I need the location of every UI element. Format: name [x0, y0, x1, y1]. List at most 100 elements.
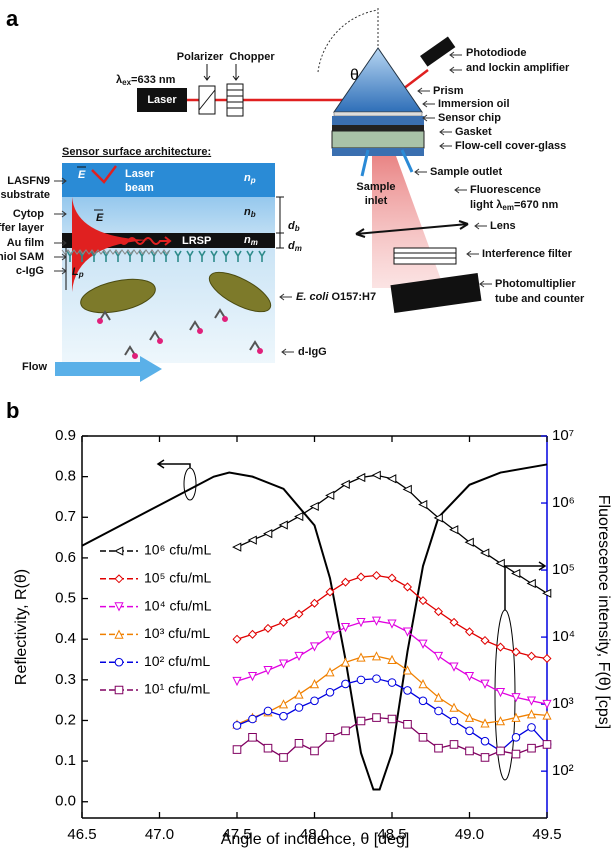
data-point [528, 724, 536, 732]
text-sub: p [78, 270, 84, 279]
data-point [512, 750, 520, 758]
text-sub: p [250, 176, 256, 185]
data-point [528, 744, 536, 752]
text-sub: m [295, 244, 302, 253]
y2-tick-label: 10⁶ [552, 494, 575, 511]
data-point [326, 689, 334, 697]
data-point [419, 733, 427, 741]
legend-label: 10⁴ cfu/mL [144, 597, 212, 613]
flow-label: Flow [22, 361, 47, 373]
y2-tick-label: 10⁷ [552, 427, 574, 444]
data-point [264, 707, 272, 715]
au-label: Au film [7, 237, 44, 249]
interference-filter [394, 248, 456, 264]
photodiode-label: and lockin amplifier [466, 62, 570, 74]
data-point [404, 720, 412, 728]
data-point [280, 754, 288, 762]
capture-label: c-IgG [16, 265, 44, 277]
data-point [311, 697, 319, 705]
data-point [342, 680, 350, 688]
data-point [264, 744, 272, 752]
panel-label: a [6, 6, 19, 31]
substrate-label: LASFN9 [7, 175, 50, 187]
immersion-oil [334, 112, 422, 116]
buffer-label: buffer layer [0, 222, 45, 234]
text-part: =670 nm [514, 199, 559, 211]
e-field-label: E [96, 212, 104, 224]
text-part: E. coli [296, 291, 329, 303]
data-point [249, 715, 257, 723]
beam-label: Laser [125, 168, 155, 180]
data-point [388, 679, 396, 687]
data-point [419, 697, 427, 705]
text-sub: b [295, 224, 300, 233]
inlet-label: inlet [365, 195, 388, 207]
x-tick-label: 48.0 [300, 826, 329, 843]
x-tick-label: 49.5 [532, 826, 561, 843]
y-tick-label: 0.4 [55, 630, 76, 647]
architecture-title: Sensor surface architecture: [62, 146, 211, 158]
data-point [342, 727, 350, 735]
chopper-label: Chopper [229, 51, 275, 63]
text-sub: m [251, 238, 258, 247]
substrate-label: substrate [0, 189, 50, 201]
legend-marker [115, 686, 123, 694]
data-point [373, 714, 381, 722]
y-tick-label: 0.5 [55, 590, 76, 607]
y2-tick-label: 10⁵ [552, 561, 575, 578]
text-part: light λ [470, 199, 502, 211]
legend-label: 10³ cfu/mL [144, 625, 210, 641]
legend-label: 10² cfu/mL [144, 653, 210, 669]
theta-label: θ [350, 67, 359, 84]
y2-tick-label: 10² [552, 762, 574, 779]
x-tick-label: 48.5 [377, 826, 406, 843]
legend-label: 10⁵ cfu/mL [144, 570, 211, 586]
data-point [497, 747, 505, 755]
data-point [543, 741, 551, 749]
inlet-label: Sample [356, 181, 395, 193]
legend-marker [115, 658, 123, 666]
beam-label: beam [125, 182, 154, 194]
data-point [233, 746, 241, 754]
data-point [295, 740, 303, 748]
lrsp-label: LRSP [182, 235, 211, 247]
fluorescence-label: Fluorescence [470, 184, 541, 196]
y2-axis-label: Fluorescence intensity, F(θ) [cps] [595, 495, 612, 729]
y-axis-label: Reflectivity, R(θ) [13, 569, 30, 685]
photodiode-label: Photodiode [466, 47, 527, 59]
data-point [357, 717, 365, 725]
y-tick-label: 0.7 [55, 508, 76, 525]
data-point [357, 676, 365, 684]
y-tick-label: 0.8 [55, 468, 76, 485]
data-point [295, 704, 303, 712]
lens-label: Lens [490, 220, 516, 232]
sensor-chip [332, 116, 424, 125]
pmt-label: tube and counter [495, 293, 585, 305]
buffer-label: Cytop [13, 208, 44, 220]
page: {"panel_a": {"label": "a", "polarizer": … [0, 0, 616, 853]
data-point [481, 737, 489, 745]
data-point [249, 733, 257, 741]
data-point [388, 715, 396, 723]
y-tick-label: 0.2 [55, 711, 76, 728]
oil-label: Immersion oil [438, 98, 510, 110]
y-tick-label: 0.9 [55, 427, 76, 444]
emission-label: light λem=670 nm [470, 199, 559, 212]
data-point [404, 687, 412, 695]
gasket [332, 125, 424, 131]
x-tick-label: 49.0 [455, 826, 484, 843]
background [0, 0, 616, 853]
chip-label: Sensor chip [438, 112, 501, 124]
y2-tick-label: 10³ [552, 695, 574, 712]
y2-tick-label: 10⁴ [552, 628, 575, 645]
cover-glass [332, 148, 424, 156]
cover-label: Flow-cell cover-glass [455, 140, 566, 152]
y-tick-label: 0.1 [55, 752, 76, 769]
data-point [450, 741, 458, 749]
flow-cell [332, 131, 424, 148]
data-point [450, 717, 458, 725]
data-point [466, 727, 474, 735]
data-point [233, 722, 241, 730]
polarizer-label: Polarizer [177, 51, 224, 63]
panel-label: b [6, 398, 19, 423]
